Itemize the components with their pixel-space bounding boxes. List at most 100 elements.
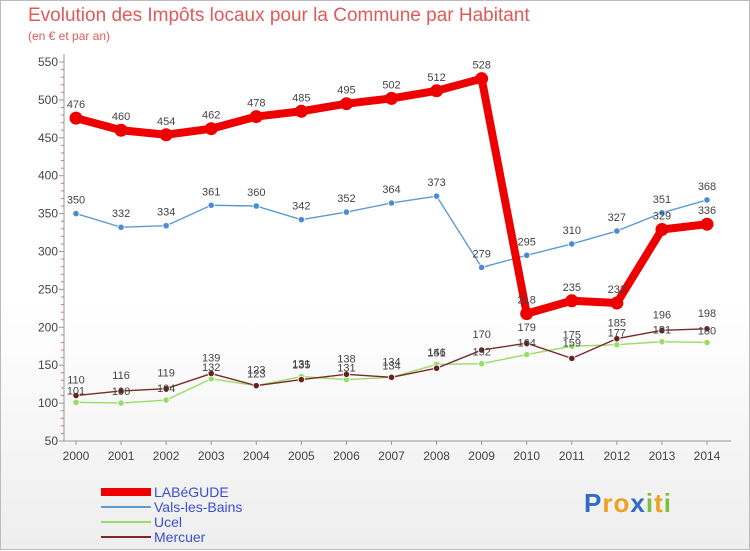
chart-title: Evolution des Impôts locaux pour la Comm… xyxy=(28,5,530,26)
data-point xyxy=(523,339,531,347)
logo-letter: o xyxy=(613,488,631,518)
data-point xyxy=(117,223,125,231)
legend-swatch xyxy=(101,506,151,508)
data-point xyxy=(478,263,486,272)
data-label: 352 xyxy=(337,193,355,205)
logo-letter: i xyxy=(645,488,655,518)
data-point xyxy=(523,350,531,359)
data-label: 175 xyxy=(563,329,581,341)
data-label: 179 xyxy=(518,322,536,334)
data-label: 310 xyxy=(563,225,581,237)
data-label: 364 xyxy=(382,184,400,196)
data-point xyxy=(568,342,576,350)
legend-swatch xyxy=(101,536,151,538)
x-tick-label: 2005 xyxy=(288,449,315,463)
data-point xyxy=(162,385,170,393)
legend-swatch xyxy=(101,521,151,523)
data-label: 123 xyxy=(247,365,265,377)
data-point xyxy=(387,199,396,207)
data-point xyxy=(568,240,576,248)
data-point xyxy=(72,391,80,400)
data-point xyxy=(207,201,215,209)
data-point xyxy=(520,307,534,321)
data-point xyxy=(117,387,125,395)
data-label: 123 xyxy=(247,369,265,381)
y-tick-label: 50 xyxy=(45,434,59,448)
data-label: 134 xyxy=(382,356,400,368)
data-label: 502 xyxy=(382,79,400,91)
x-tick-label: 2009 xyxy=(468,449,495,463)
data-point xyxy=(204,122,218,136)
data-point xyxy=(610,296,624,310)
x-tick-label: 2000 xyxy=(63,449,90,463)
x-tick-label: 2001 xyxy=(108,449,135,463)
logo-letter: P xyxy=(584,488,603,518)
data-point xyxy=(523,251,531,259)
legend-swatch xyxy=(101,488,151,496)
data-label: 512 xyxy=(427,72,445,84)
data-point xyxy=(342,370,351,378)
data-point xyxy=(613,227,621,235)
x-tick-label: 2003 xyxy=(198,449,225,463)
data-label: 104 xyxy=(157,383,175,395)
x-tick-label: 2007 xyxy=(378,449,405,463)
data-label: 368 xyxy=(698,181,716,193)
data-point xyxy=(658,326,666,334)
data-label: 134 xyxy=(382,360,400,372)
x-tick-label: 2014 xyxy=(694,449,721,463)
data-label: 495 xyxy=(337,85,355,97)
data-point xyxy=(72,398,80,406)
y-tick-label: 350 xyxy=(38,207,58,221)
data-label: 132 xyxy=(202,362,220,374)
data-point xyxy=(162,396,170,404)
legend-label: Ucel xyxy=(154,514,183,530)
data-label: 360 xyxy=(247,187,265,199)
data-label: 485 xyxy=(292,92,310,104)
data-label: 462 xyxy=(202,110,220,122)
data-point xyxy=(252,202,260,210)
x-tick-label: 2008 xyxy=(423,449,450,463)
x-tick-label: 2011 xyxy=(559,449,585,463)
x-tick-label: 2004 xyxy=(243,449,270,463)
data-label: 373 xyxy=(427,177,445,189)
data-point xyxy=(432,364,441,372)
data-label: 196 xyxy=(653,309,671,321)
y-tick-label: 550 xyxy=(38,55,58,69)
data-point xyxy=(703,196,711,204)
data-label: 351 xyxy=(653,194,671,206)
data-point xyxy=(72,210,80,218)
data-point xyxy=(114,123,128,137)
data-point xyxy=(297,216,305,224)
data-label: 232 xyxy=(608,284,626,296)
proxiti-logo: Proxiti xyxy=(584,488,672,519)
data-point xyxy=(478,346,486,354)
data-label: 139 xyxy=(202,353,220,365)
data-point xyxy=(207,369,215,378)
x-tick-label: 2006 xyxy=(333,449,360,463)
legend-label: Mercuer xyxy=(154,529,206,545)
y-tick-label: 300 xyxy=(38,245,58,259)
y-tick-label: 500 xyxy=(38,93,58,107)
data-point xyxy=(252,382,260,390)
data-point xyxy=(475,72,489,86)
data-label: 164 xyxy=(518,338,536,350)
data-point xyxy=(249,110,263,124)
data-point xyxy=(432,192,441,200)
data-point xyxy=(478,360,486,368)
data-point xyxy=(339,97,353,111)
data-label: 177 xyxy=(608,328,626,340)
data-point xyxy=(655,223,669,237)
data-point xyxy=(159,128,173,142)
data-point xyxy=(613,341,621,349)
data-label: 131 xyxy=(292,359,310,371)
data-point xyxy=(342,208,351,216)
data-label: 454 xyxy=(157,116,175,128)
data-label: 159 xyxy=(563,337,581,349)
data-label: 152 xyxy=(472,347,490,359)
data-point xyxy=(387,373,396,381)
data-label: 198 xyxy=(698,308,716,320)
x-tick-label: 2002 xyxy=(153,449,180,463)
data-label: 151 xyxy=(427,347,445,359)
